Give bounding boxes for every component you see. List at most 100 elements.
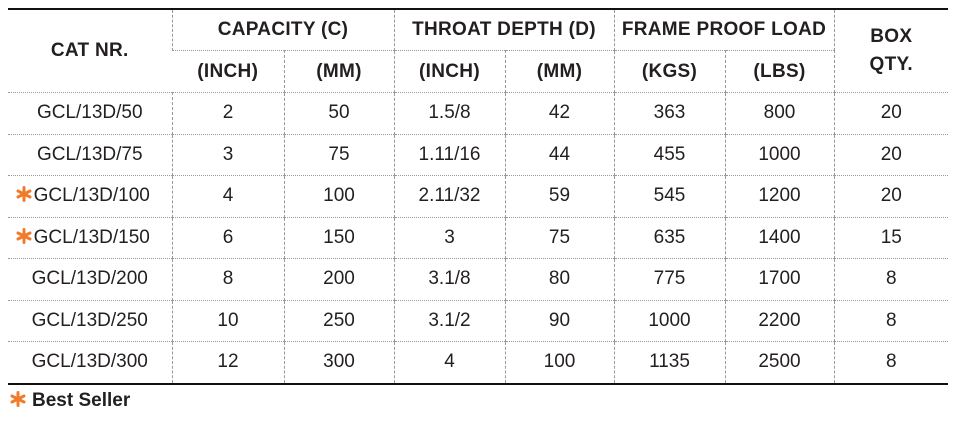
cell: 20 [833,134,949,176]
unit-cell: (MM) [504,50,614,93]
cell: 4 [171,175,284,218]
cell-text: 3.1/8 [428,268,471,290]
cell-text: 1000 [758,143,801,165]
cell-text: 8 [885,268,897,290]
cell-text: 15 [880,226,902,248]
cell-text: 20 [880,185,902,207]
cell: 75 [283,134,394,176]
legend: Best Seller [10,390,130,412]
cell-text: 75 [328,143,350,165]
cell: 8 [833,300,949,342]
cell: 150 [283,217,394,259]
cell-text: 50 [328,102,350,124]
cell: 42 [504,92,614,135]
cell: 10 [171,300,284,342]
cell: 100 [504,341,614,385]
cell: 15 [833,217,949,259]
cell-text: 100 [543,351,576,373]
cell: 545 [613,175,725,218]
cell: 455 [613,134,725,176]
cell: 3 [393,217,505,259]
cell-text: 10 [217,309,239,331]
star-icon [10,391,26,407]
cell: 635 [613,217,725,259]
cell-text: 363 [653,102,686,124]
cell: 800 [724,92,835,135]
cell-text: 80 [548,268,571,290]
cell: 363 [613,92,725,135]
cell-text: 59 [548,185,571,207]
cell-text: 8 [222,268,234,290]
cell: 6 [171,217,284,259]
cell: 50 [283,92,394,135]
cell: 775 [613,258,725,301]
cell: 20 [833,175,949,218]
cell-text: 1000 [648,309,691,331]
star-icon [16,227,32,244]
cell-text: 545 [653,185,686,207]
cat-cell: GCL/13D/200 [8,258,172,301]
cell-text: 4 [444,351,455,373]
cell-text: 3.1/2 [428,309,471,331]
cell-text: 635 [653,226,686,248]
cat-cell: GCL/13D/150 [8,217,172,259]
cell-text: 100 [323,185,355,207]
cell: 3.1/8 [393,258,505,301]
cell-text: 775 [653,268,686,290]
cell: 44 [504,134,614,176]
cell-text: GCL/13D/300 [31,351,148,373]
cell-text: 44 [548,143,571,165]
cell-text: 2200 [758,309,801,331]
cell-text: 2500 [758,351,801,373]
cell: 4 [393,341,505,385]
cell: 1000 [613,300,725,342]
unit-cell: (MM) [283,50,394,93]
cell-text: 20 [880,143,902,165]
cell-text: 455 [653,143,686,165]
cell: 80 [504,258,614,301]
header-cell: CAPACITY (C) [171,8,394,51]
cell: 90 [504,300,614,342]
cell-text: GCL/13D/250 [31,309,148,331]
cell-text: 8 [885,351,897,373]
cell-text: GCL/13D/50 [36,102,143,124]
cell: 1000 [724,134,835,176]
cell-text: 3 [222,143,234,165]
cell-text: 2.11/32 [418,185,481,207]
cell-text: GCL/13D/200 [31,268,148,290]
cell-text: 6 [222,226,234,248]
cell-text: 8 [885,309,897,331]
cell: 1.11/16 [393,134,505,176]
row: GCL/13D/150 6 150 3 75 635 1400 15 [8,217,949,259]
cell-text: 2 [222,102,234,124]
cell-text: GCL/13D/75 [36,143,143,165]
cell-text: 1135 [649,351,690,373]
row: GCL/13D/50 2 50 1.5/8 42 363 800 20 [8,92,949,135]
cell: 1.5/8 [393,92,505,135]
cell: 12 [171,341,284,385]
cell-text: 1.11/16 [418,143,481,165]
cat-cell: GCL/13D/100 [8,175,172,218]
cat-cell: GCL/13D/250 [8,300,172,342]
cell: 250 [283,300,394,342]
cell: 1200 [724,175,835,218]
cell: 1135 [613,341,725,385]
cell-text: 150 [323,226,355,248]
cell-text: 1200 [758,185,801,207]
header-cell: CAT NR. [8,8,172,93]
cell-text: 250 [323,309,355,331]
cell: 75 [504,217,614,259]
cell-text: 20 [880,102,902,124]
cell-text: 1.5/8 [428,102,471,124]
header-cell: FRAME PROOF LOAD [613,8,835,51]
legend-text: Best Seller [32,390,131,411]
cell: 8 [171,258,284,301]
cell-text: 300 [323,351,355,373]
header-cell: THROAT DEPTH (D) [393,8,614,51]
cat-cell: GCL/13D/75 [8,134,172,176]
cell-text: 42 [548,102,571,124]
cell-text: 3 [444,226,455,248]
cell: 100 [283,175,394,218]
cell: 8 [833,258,949,301]
cell: 3 [171,134,284,176]
